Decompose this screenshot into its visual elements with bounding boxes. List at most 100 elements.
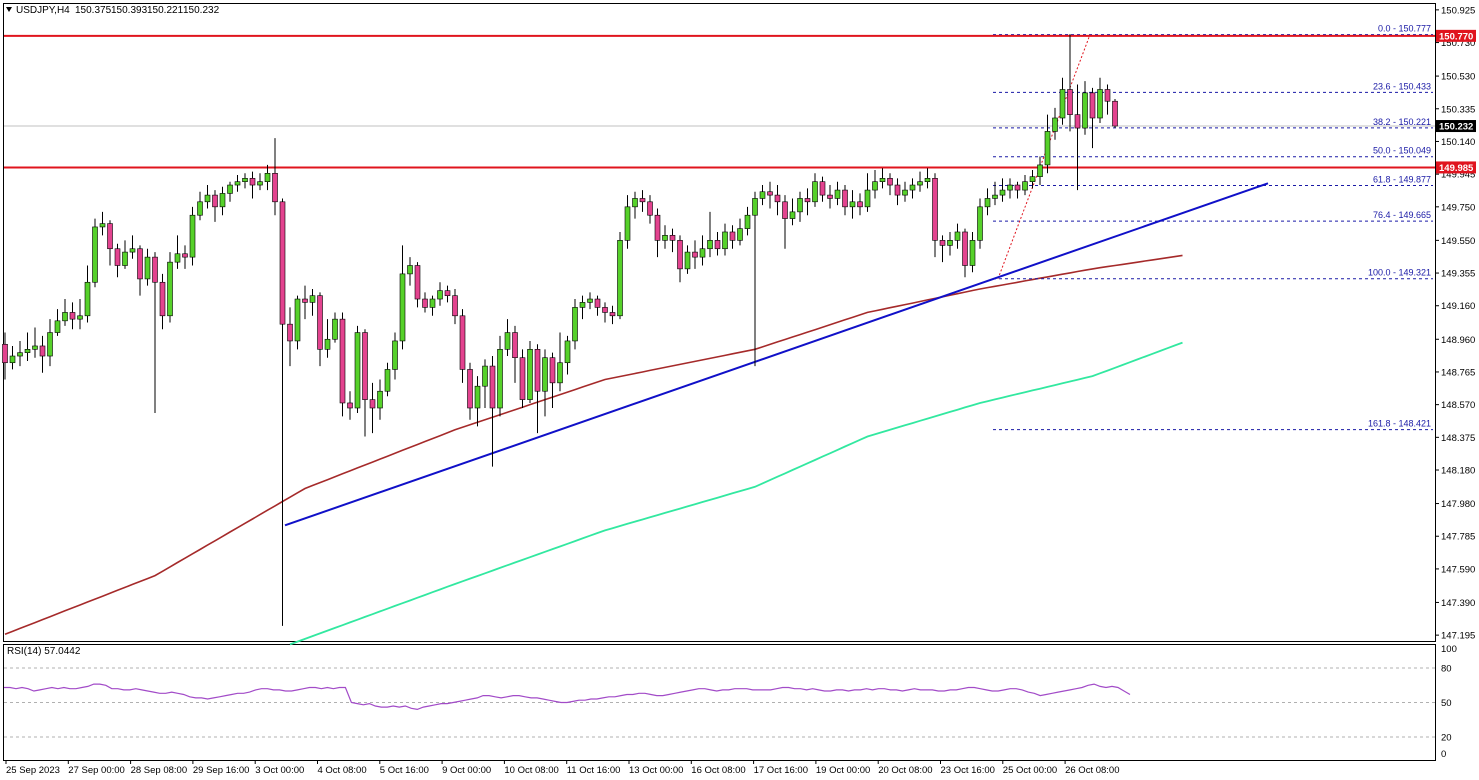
bullish-candle (744, 214, 751, 229)
time-tick-label: 26 Oct 08:00 (1065, 765, 1119, 776)
price-tick-label: 148.375 (1441, 433, 1475, 444)
fib-level-label: 76.4 - 149.665 (1373, 210, 1431, 220)
bearish-candle (692, 251, 698, 258)
rsi-level-label: 20 (1441, 733, 1452, 744)
trendline (284, 182, 1269, 527)
bullish-candle (1082, 92, 1088, 129)
header-close: 150.232 (183, 5, 220, 16)
price-tags: 150.770 150.232 149.985 (1436, 29, 1476, 174)
bullish-candle (1037, 164, 1043, 177)
bearish-candle (302, 298, 308, 303)
horizontal-levels (4, 34, 1435, 169)
bullish-candle (1029, 176, 1036, 182)
time-tick-label: 27 Sep 00:00 (68, 765, 125, 776)
price-tick-label: 150.335 (1441, 104, 1475, 115)
collapse-triangle-icon[interactable] (6, 7, 12, 12)
bearish-candle (137, 248, 143, 280)
bearish-candle (249, 178, 256, 186)
bullish-candle (257, 181, 263, 186)
bearish-candle (729, 231, 736, 241)
bearish-candle (519, 357, 526, 400)
bearish-candle (182, 253, 188, 258)
bearish-candle (1089, 92, 1096, 119)
header-low: 150.221 (147, 5, 184, 16)
bullish-candle (219, 193, 226, 208)
bullish-candle (47, 332, 53, 357)
price-tag-label: 150.770 (1439, 31, 1473, 42)
bearish-candle (347, 402, 353, 409)
price-tag-label: 149.985 (1439, 163, 1474, 174)
bearish-candle (114, 248, 121, 266)
fib-level-label: 50.0 - 150.049 (1373, 146, 1431, 156)
bullish-candle (482, 365, 488, 387)
bullish-candle (1097, 89, 1103, 119)
bearish-candle (602, 307, 608, 313)
bearish-candle (609, 312, 616, 317)
bullish-candle (624, 206, 631, 241)
bullish-candle (17, 352, 23, 357)
bullish-candle (579, 302, 586, 308)
bullish-candle (1052, 117, 1058, 132)
bearish-candle (534, 349, 541, 392)
price-tag-box (1436, 161, 1476, 174)
bearish-candle (69, 312, 76, 320)
bearish-candle (512, 332, 518, 359)
price-tick-label: 149.355 (1441, 269, 1475, 280)
bullish-candle (84, 281, 91, 317)
bearish-candle (444, 290, 451, 296)
time-tick-label: 28 Sep 08:00 (131, 765, 188, 776)
price-tick-label: 149.550 (1441, 236, 1475, 247)
bullish-candle (32, 345, 38, 350)
bullish-candle (144, 256, 151, 280)
bullish-candle (92, 226, 98, 283)
ma200-line (289, 341, 1183, 646)
fib-level-label: 0.0 - 150.777 (1378, 24, 1431, 34)
bullish-candle (797, 198, 803, 213)
bullish-candle (924, 178, 931, 182)
time-tick-label: 16 Oct 08:00 (691, 765, 745, 776)
bullish-candle (332, 318, 338, 340)
bullish-candle (999, 189, 1006, 196)
bullish-candle (557, 362, 563, 384)
bearish-candle (362, 332, 368, 400)
time-tick-label: 17 Oct 16:00 (754, 765, 808, 776)
bullish-candle (1059, 89, 1066, 119)
bullish-candle (752, 198, 758, 216)
bullish-candle (879, 178, 886, 182)
time-tick-label: 5 Oct 16:00 (380, 765, 429, 776)
bullish-candle (707, 240, 713, 250)
trendline-segment (284, 182, 1269, 527)
bearish-candle (767, 191, 773, 196)
bullish-candle (309, 295, 316, 303)
ma100-curve (4, 254, 1183, 636)
time-tick-label: 23 Oct 16:00 (941, 765, 995, 776)
fib-level-label: 61.8 - 149.877 (1373, 175, 1431, 185)
rsi-line (4, 683, 1131, 711)
price-tick-label: 148.180 (1441, 466, 1475, 477)
time-tick-label: 4 Oct 08:00 (318, 765, 367, 776)
time-axis: 25 Sep 2023 27 Sep 00:00 28 Sep 08:00 29 Se… (5, 760, 1120, 776)
bullish-candle (497, 349, 503, 409)
bearish-candle (272, 173, 278, 203)
bullish-candle (902, 189, 908, 196)
bearish-candle (459, 315, 466, 370)
bullish-candle (849, 201, 856, 208)
bearish-candle (857, 201, 863, 208)
fibonacci-levels: 0.0 - 150.777 23.6 - 150.433 38.2 - 150.22… (993, 24, 1433, 431)
bearish-candle (669, 235, 676, 241)
bullish-candle (947, 240, 953, 246)
bullish-candle (977, 206, 983, 241)
bearish-candle (1014, 184, 1021, 191)
rsi-level-label: 0 (1441, 749, 1446, 760)
price-tick-label: 150.530 (1441, 72, 1475, 83)
bullish-candle (429, 298, 436, 308)
bearish-candle (647, 201, 653, 216)
bullish-candle (227, 184, 233, 194)
bullish-candle (1044, 131, 1051, 166)
bullish-candle (129, 248, 136, 253)
bullish-candle (204, 194, 211, 203)
bearish-candle (452, 295, 458, 317)
price-tick-label: 149.750 (1441, 202, 1475, 213)
bullish-candle (504, 332, 511, 350)
